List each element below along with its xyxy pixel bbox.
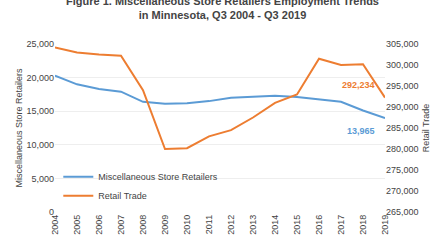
svg-text:2011: 2011 xyxy=(204,215,214,234)
svg-text:2009: 2009 xyxy=(160,215,170,235)
svg-text:305,000: 305,000 xyxy=(386,39,419,49)
svg-text:2013: 2013 xyxy=(248,215,258,235)
svg-text:2016: 2016 xyxy=(314,215,324,235)
svg-text:Figure 1. Miscellaneous Store: Figure 1. Miscellaneous Store Retailers … xyxy=(66,0,379,21)
svg-text:295,000: 295,000 xyxy=(386,81,419,91)
svg-text:20,000: 20,000 xyxy=(26,73,54,83)
svg-text:Retail Trade: Retail Trade xyxy=(421,104,431,153)
svg-text:0: 0 xyxy=(49,207,54,217)
svg-text:2014: 2014 xyxy=(270,215,280,235)
svg-text:2005: 2005 xyxy=(72,215,82,235)
svg-text:Retail Trade: Retail Trade xyxy=(98,191,147,201)
svg-text:2006: 2006 xyxy=(94,215,104,235)
svg-text:285,000: 285,000 xyxy=(386,123,419,133)
svg-text:2019: 2019 xyxy=(380,215,390,235)
svg-text:270,000: 270,000 xyxy=(386,186,419,196)
svg-text:300,000: 300,000 xyxy=(386,60,419,70)
svg-text:Miscellaneous Store Retailers: Miscellaneous Store Retailers xyxy=(98,172,218,182)
svg-text:10,000: 10,000 xyxy=(26,140,54,150)
svg-text:2007: 2007 xyxy=(116,215,126,235)
svg-text:5,000: 5,000 xyxy=(31,174,54,184)
svg-text:2004: 2004 xyxy=(50,215,60,235)
svg-text:292,234: 292,234 xyxy=(342,80,375,90)
svg-text:280,000: 280,000 xyxy=(386,144,419,154)
svg-text:2008: 2008 xyxy=(138,215,148,235)
svg-text:275,000: 275,000 xyxy=(386,165,419,175)
svg-text:15,000: 15,000 xyxy=(26,106,54,116)
svg-text:2017: 2017 xyxy=(336,215,346,235)
svg-text:25,000: 25,000 xyxy=(26,39,54,49)
svg-text:2018: 2018 xyxy=(358,215,368,235)
svg-text:2012: 2012 xyxy=(226,215,236,235)
svg-text:Miscellaneous Store Retailers: Miscellaneous Store Retailers xyxy=(14,68,24,188)
svg-text:2010: 2010 xyxy=(182,215,192,235)
svg-text:265,000: 265,000 xyxy=(386,207,419,217)
svg-text:13,965: 13,965 xyxy=(347,126,375,136)
svg-text:290,000: 290,000 xyxy=(386,102,419,112)
svg-text:2015: 2015 xyxy=(292,215,302,235)
